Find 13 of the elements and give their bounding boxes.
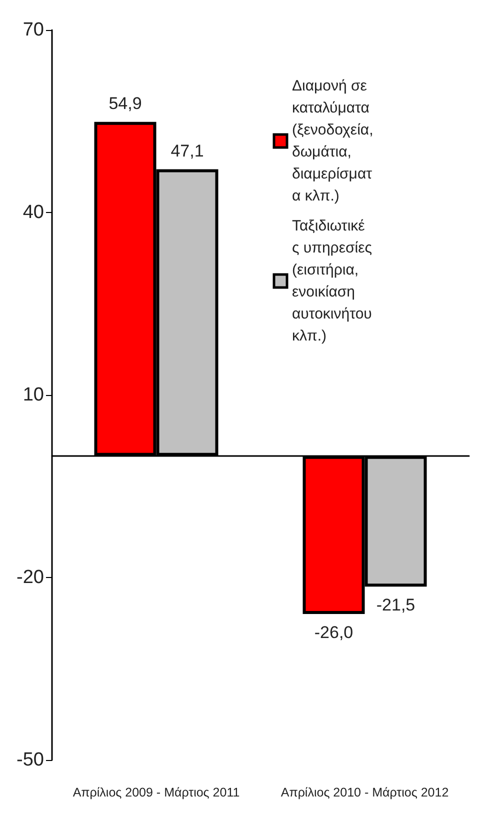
legend-label: Διαμονή σε καταλύματα (ξενοδοχεία, δωμάτια, διαμερίσματα κλπ.)	[292, 78, 378, 204]
legend-label: Ταξιδιωτικές υπηρεσίες (εισιτήρια, ενοικίαση αυτοκινήτου κλπ.)	[292, 218, 376, 344]
y-tick-label: 70	[22, 20, 44, 40]
x-tick-label: Απρίλιος 2009 - Μάρτιος 2011	[72, 786, 240, 800]
y-tick-label: 40	[22, 202, 44, 223]
data-label: -21,5	[376, 596, 416, 615]
y-tick-label: -20	[16, 567, 44, 588]
x-tick-label: Απρίλιος 2010 - Μάρτιος 2012	[280, 786, 449, 800]
data-label: 54,9	[108, 94, 142, 113]
data-label: 47,1	[170, 141, 204, 160]
y-tick-label: -50	[16, 750, 44, 770]
y-tick-label: 10	[22, 384, 44, 406]
data-label: -26,0	[314, 623, 354, 642]
